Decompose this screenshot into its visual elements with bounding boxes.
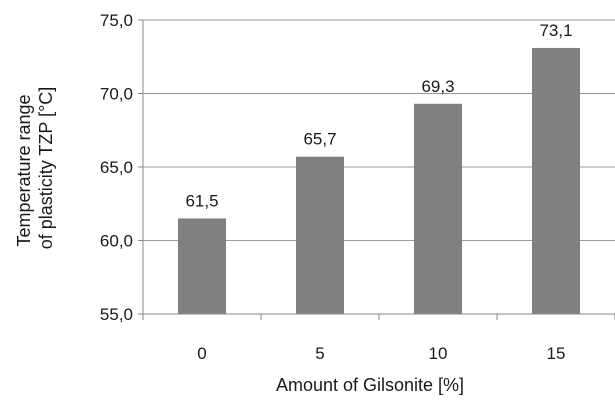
- y-axis-title: Temperature range of plasticity TZP [°C]: [14, 87, 56, 250]
- data-label: 69,3: [421, 77, 454, 96]
- bar: [178, 218, 226, 314]
- x-tick-label: 5: [315, 344, 324, 363]
- x-tick-label: 0: [197, 344, 206, 363]
- x-tick-label: 15: [547, 344, 566, 363]
- bar: [414, 103, 462, 314]
- y-tick-label: 65,0: [100, 158, 133, 177]
- data-labels: 61,5 65,7 69,3 73,1: [185, 21, 572, 211]
- y-axis-title-line-1: Temperature range: [14, 94, 34, 246]
- x-axis-title: Amount of Gilsonite [%]: [276, 375, 464, 395]
- bars: [178, 47, 580, 315]
- bar: [296, 156, 344, 314]
- data-label: 61,5: [185, 191, 218, 210]
- y-tick-label: 75,0: [100, 11, 133, 30]
- x-tick-labels: 0 5 10 15: [197, 344, 565, 363]
- data-label: 73,1: [539, 21, 572, 40]
- bar: [532, 47, 580, 315]
- data-label: 65,7: [303, 130, 336, 149]
- y-tick-label: 70,0: [100, 85, 133, 104]
- y-tick-labels: 55,0 60,0 65,0 70,0 75,0: [100, 11, 133, 324]
- x-tick-label: 10: [429, 344, 448, 363]
- y-tick-label: 55,0: [100, 305, 133, 324]
- axes: [138, 19, 615, 320]
- y-axis-title-line-2: of plasticity TZP [°C]: [36, 87, 56, 250]
- y-tick-label: 60,0: [100, 232, 133, 251]
